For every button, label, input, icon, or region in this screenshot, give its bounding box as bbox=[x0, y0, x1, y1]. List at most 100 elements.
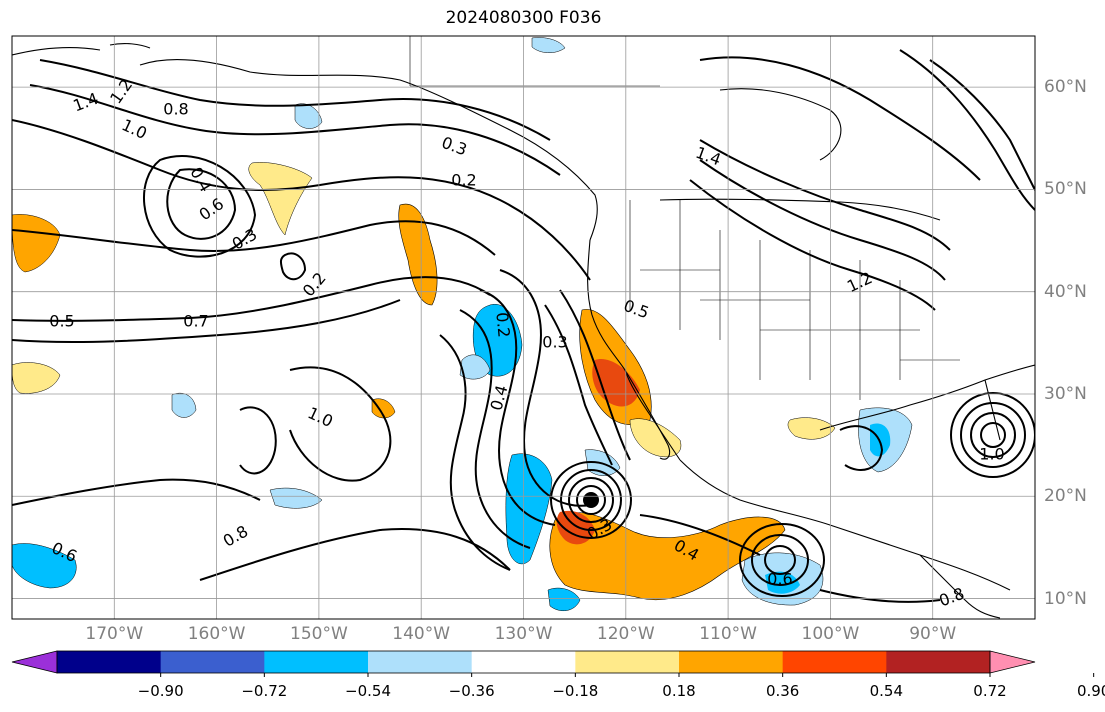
contour-midpacific bbox=[289, 366, 392, 482]
contour-east-low-3 bbox=[960, 402, 1027, 468]
contour-ridge-2 bbox=[544, 304, 613, 466]
state-borders bbox=[409, 36, 960, 400]
longitude-tick-label: 110°W bbox=[699, 624, 757, 644]
aleutian-islands bbox=[12, 43, 151, 56]
latitude-tick-label: 50°N bbox=[1044, 179, 1087, 200]
shade-weak-positive-west bbox=[12, 362, 61, 394]
shade-positive-west-edge bbox=[12, 214, 61, 273]
colorbar-extend-high bbox=[989, 650, 1036, 674]
shade-negative-south-core bbox=[765, 571, 800, 594]
contour-storm-4 bbox=[550, 461, 633, 539]
longitude-tick-label: 160°W bbox=[187, 624, 246, 644]
colorbar-segment bbox=[160, 651, 265, 673]
contour-trough-2 bbox=[479, 289, 556, 526]
latitude-tick-label: 60°N bbox=[1044, 77, 1087, 98]
longitude-tick-label: 130°W bbox=[494, 624, 553, 644]
central-america bbox=[919, 554, 1001, 619]
contour-high-north-2 bbox=[29, 84, 561, 176]
contour-storm-3 bbox=[560, 469, 623, 531]
colorbar-segment bbox=[782, 651, 887, 673]
shade-negative-southwest bbox=[505, 453, 553, 565]
contour-south-low-2 bbox=[751, 534, 810, 586]
shade-weak-positive-gulf bbox=[787, 417, 836, 440]
contour-cyclone-nw bbox=[166, 168, 237, 240]
contour-label: 0.8 bbox=[163, 100, 188, 119]
colorbar-tick-label: −0.18 bbox=[552, 682, 599, 700]
colorbar-tick-label: 0.90 bbox=[1076, 682, 1105, 700]
contour-east-low-2 bbox=[970, 412, 1017, 458]
colorbar-segment bbox=[679, 651, 784, 673]
contour-midpacific-2 bbox=[239, 406, 277, 475]
contour-label: 0.5 bbox=[49, 312, 74, 331]
contour-storm-1 bbox=[576, 485, 607, 515]
contour-trough-3 bbox=[459, 309, 531, 549]
colorbar-tick-label: 0.18 bbox=[662, 682, 696, 700]
shade-negative-offshore bbox=[472, 303, 523, 377]
colorbar-frame bbox=[56, 650, 991, 674]
shade-weak-positive-small bbox=[371, 398, 396, 419]
longitude-tick-label: 170°W bbox=[85, 624, 144, 644]
contour-label: 0.7 bbox=[183, 312, 208, 331]
contour-east-low-4 bbox=[950, 392, 1035, 478]
longitude-tick-label: 120°W bbox=[596, 624, 655, 644]
contour-gulf-low bbox=[839, 425, 884, 471]
colorbar-segment bbox=[368, 651, 473, 673]
contour-canada-4 bbox=[689, 179, 936, 311]
contour-2 bbox=[12, 220, 496, 256]
contour-label: 0.3 bbox=[542, 333, 567, 352]
contour-label: 1.0 bbox=[979, 445, 1004, 464]
map-title: 2024080300 F036 bbox=[445, 8, 602, 28]
colorbar-tick-label: 0.72 bbox=[973, 682, 1007, 700]
contour-canada-1 bbox=[699, 56, 981, 181]
contour-east-low-1 bbox=[980, 422, 1007, 448]
contour-canada-3 bbox=[699, 159, 946, 281]
gridlines bbox=[12, 36, 1035, 619]
shade-weak-negative-5 bbox=[547, 587, 581, 612]
contour-high-north-1 bbox=[39, 59, 551, 141]
shade-weak-negative-offshore bbox=[459, 354, 491, 380]
contour-label: 0.6 bbox=[767, 570, 792, 589]
colorbar-tick-label: 0.36 bbox=[765, 682, 800, 700]
contour-4 bbox=[12, 299, 401, 344]
contour-trough-4 bbox=[439, 334, 511, 571]
latitude-tick-label: 10°N bbox=[1044, 588, 1087, 609]
contour-ne-2 bbox=[899, 49, 1035, 211]
contour-tropics-1 bbox=[199, 528, 511, 581]
contour-trough-1 bbox=[499, 269, 591, 507]
contour-3 bbox=[12, 276, 491, 322]
contour-south-low-1 bbox=[764, 545, 797, 575]
shade-weak-negative-4 bbox=[531, 37, 566, 53]
florida bbox=[984, 379, 1001, 441]
contour-tropics-3 bbox=[639, 514, 941, 603]
longitude-tick-label: 150°W bbox=[290, 624, 348, 644]
shade-weak-negative-1 bbox=[269, 487, 323, 509]
contour-ne-1 bbox=[929, 59, 1035, 191]
longitude-tick-label: 90°W bbox=[909, 624, 957, 644]
contour-storm-2 bbox=[568, 477, 615, 523]
shade-weak-positive-north bbox=[248, 162, 313, 236]
colorbar-tick-label: 0.54 bbox=[869, 682, 904, 700]
colorbar-segment bbox=[57, 651, 162, 673]
gulf-coast bbox=[819, 364, 1035, 431]
contour-lines bbox=[12, 49, 1035, 603]
alaska-coast bbox=[139, 59, 598, 241]
colorbar-extend-low bbox=[11, 650, 58, 674]
shade-negative-west-bottom bbox=[12, 543, 77, 589]
colorbar-tick-label: −0.90 bbox=[137, 682, 184, 700]
hudson-bay bbox=[719, 88, 842, 161]
colorbar-tick-label: −0.72 bbox=[241, 682, 288, 700]
latitude-tick-label: 30°N bbox=[1044, 383, 1087, 404]
latitude-tick-label: 40°N bbox=[1044, 281, 1087, 302]
contour-label: 0.2 bbox=[451, 171, 476, 190]
colorbar-segment bbox=[471, 651, 576, 673]
longitude-tick-label: 140°W bbox=[392, 624, 451, 644]
contour-south-low-3 bbox=[739, 523, 826, 597]
colorbar-segment bbox=[886, 651, 991, 673]
shade-strong-positive-near-storm bbox=[556, 510, 595, 545]
longitude-tick-label: 100°W bbox=[801, 624, 860, 644]
colorbar-tick-label: −0.36 bbox=[448, 682, 495, 700]
latitude-tick-label: 20°N bbox=[1044, 486, 1087, 507]
contour-small-loop bbox=[279, 252, 307, 281]
baja-peninsula bbox=[624, 369, 671, 460]
